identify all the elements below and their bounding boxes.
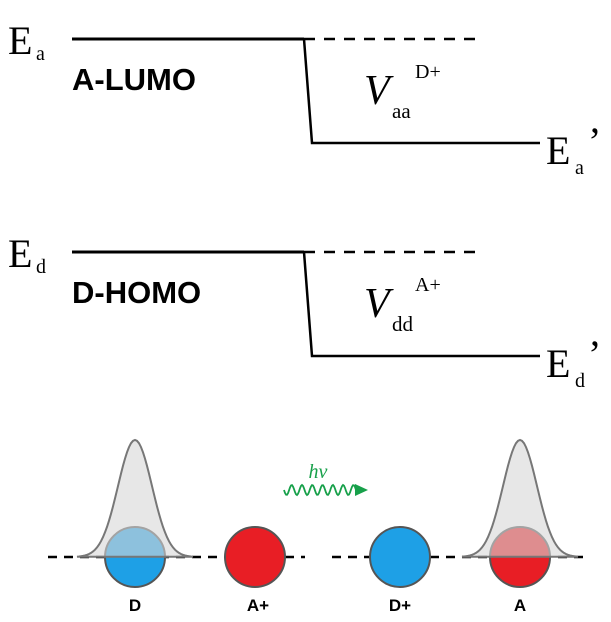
shifted-level	[304, 39, 540, 143]
species-label: A+	[247, 596, 269, 615]
final-subscript: d	[575, 370, 585, 392]
species-label: A	[514, 596, 526, 615]
symbol: E	[8, 18, 32, 63]
prime: ’	[588, 119, 601, 164]
subscript: a	[36, 43, 45, 65]
shift-subscript: aa	[392, 99, 411, 123]
donor-cation	[370, 527, 430, 587]
gaussian	[462, 440, 578, 557]
gaussian	[77, 440, 193, 557]
photon-arrowhead	[355, 484, 368, 496]
acceptor-cation	[225, 527, 285, 587]
level-name: A-LUMO	[72, 62, 196, 97]
shift-subscript: dd	[392, 312, 414, 336]
symbol: E	[8, 231, 32, 276]
energy-level-d: E d D-HOMO V dd A+ E d ’	[8, 231, 601, 392]
photon-label: hν	[309, 461, 328, 483]
subscript: d	[36, 256, 46, 278]
level-name: D-HOMO	[72, 275, 201, 310]
species-label: D	[129, 596, 141, 615]
final-subscript: a	[575, 157, 584, 179]
shift-symbol: V	[364, 68, 394, 114]
species-label: D+	[389, 596, 411, 615]
photon-wave	[284, 485, 358, 495]
shift-superscript: D+	[415, 61, 441, 83]
shifted-level	[304, 252, 540, 356]
energy-level-a: E a A-LUMO V aa D+ E a ’	[8, 18, 601, 179]
diagram: E a A-LUMO V aa D+ E a ’ E d D-HOMO V dd…	[0, 0, 611, 622]
shift-superscript: A+	[415, 274, 441, 296]
shift-symbol: V	[364, 281, 394, 327]
prime: ’	[588, 332, 601, 377]
final-symbol: E	[546, 341, 570, 386]
final-symbol: E	[546, 128, 570, 173]
